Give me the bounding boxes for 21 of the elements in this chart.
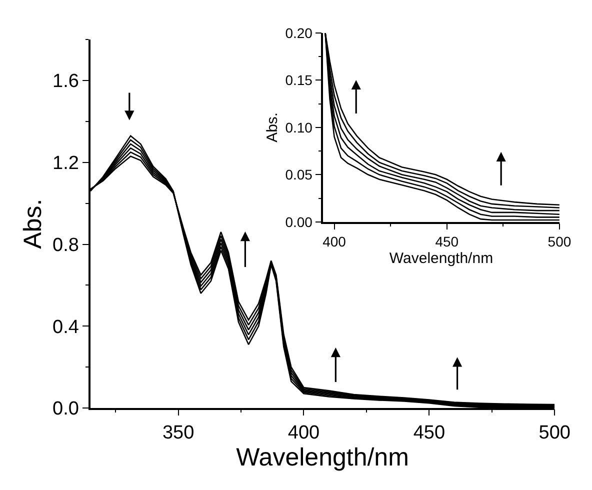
- x-tick-label: 400: [322, 233, 346, 250]
- y-axis-title: Abs.: [264, 112, 281, 142]
- y-tick-label: 0.15: [285, 72, 313, 88]
- y-tick-label: 1.2: [52, 153, 79, 174]
- x-tick-label: 400: [288, 422, 320, 444]
- y-tick-label: 0.20: [285, 24, 313, 41]
- y-tick-label: 0.0: [52, 398, 79, 420]
- y-tick-label: 0.8: [52, 234, 79, 256]
- y-tick-label: 0.4: [52, 316, 80, 338]
- y-tick-label: 0.05: [285, 166, 313, 183]
- x-tick-label: 500: [548, 233, 572, 250]
- y-tick-label: 1.6: [52, 71, 79, 92]
- x-tick-label: 350: [162, 422, 194, 444]
- x-axis-title: Wavelength/nm: [236, 444, 409, 472]
- y-tick-label: 0.00: [285, 214, 313, 230]
- y-tick-label: 0.10: [285, 119, 313, 136]
- x-axis-title: Wavelength/nm: [389, 250, 494, 267]
- x-tick-label: 450: [413, 422, 446, 444]
- y-axis-title: Abs.: [18, 198, 47, 249]
- x-tick-label: 450: [435, 233, 459, 250]
- x-tick-label: 500: [538, 422, 570, 444]
